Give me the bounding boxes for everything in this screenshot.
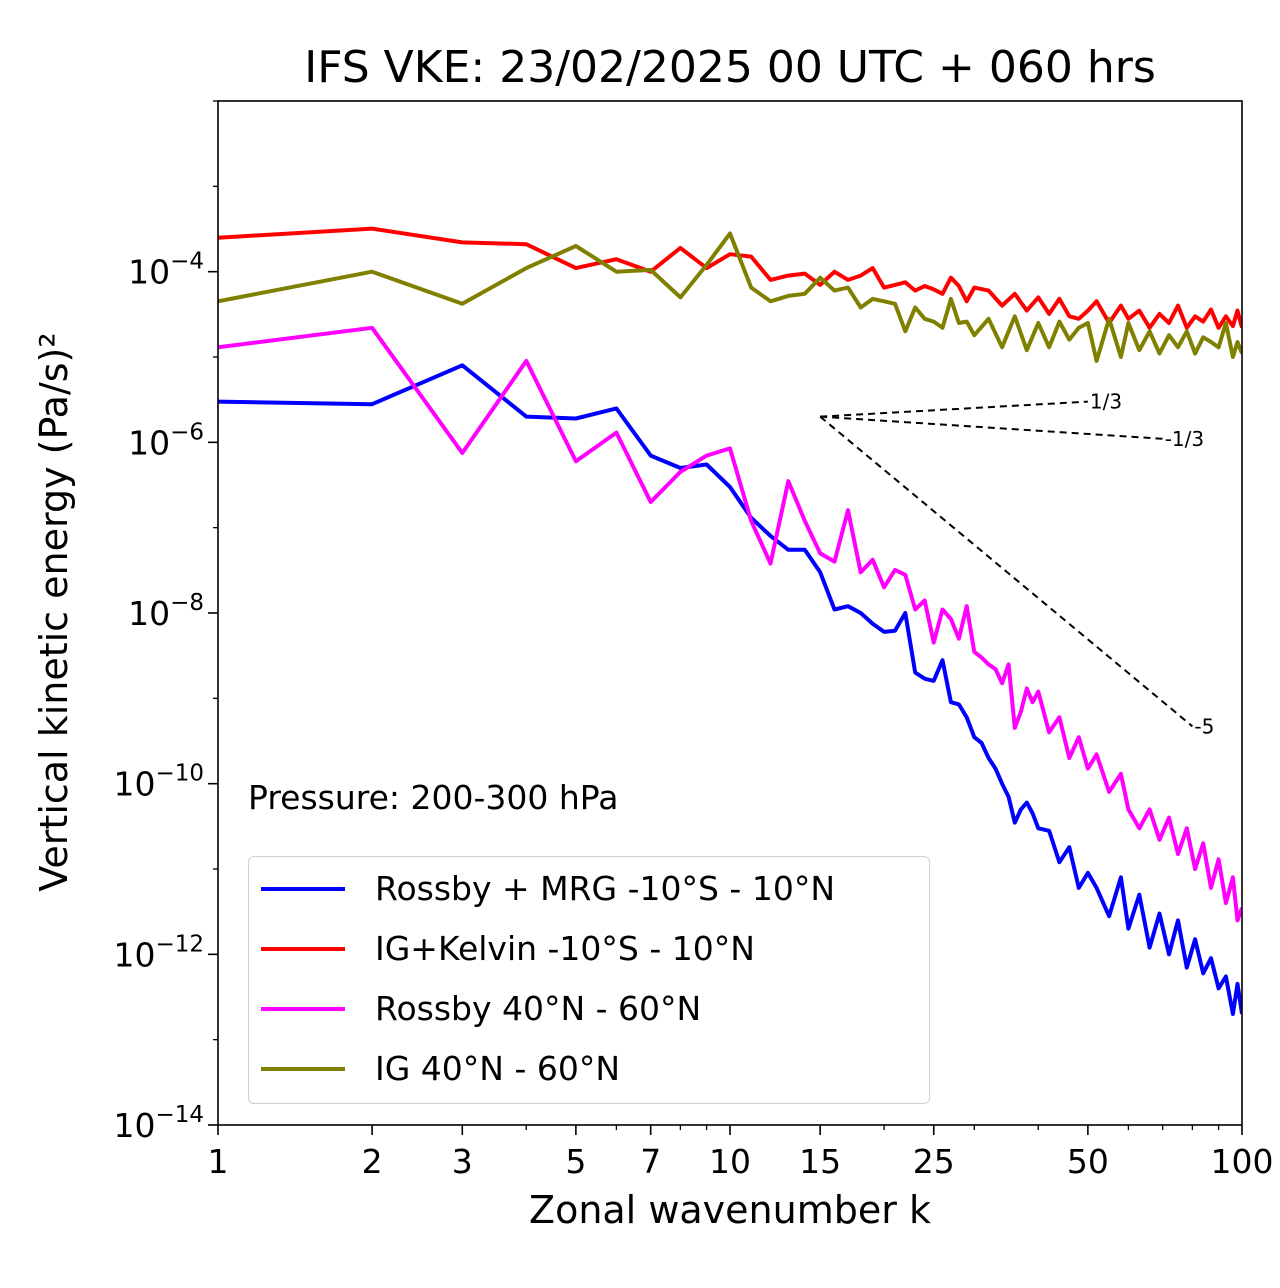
x-tick-label: 10 bbox=[709, 1142, 751, 1181]
x-tick-label: 25 bbox=[913, 1142, 955, 1181]
reference-line-label-3: -5 bbox=[1194, 714, 1214, 738]
y-tick-label: 10−12 bbox=[113, 931, 204, 974]
x-tick-label: 15 bbox=[799, 1142, 841, 1181]
x-tick-label: 1 bbox=[208, 1142, 229, 1181]
legend-swatch bbox=[261, 1067, 345, 1071]
legend: Rossby + MRG -10°S - 10°N IG+Kelvin -10°S… bbox=[248, 856, 930, 1104]
reference-lines: 1/3 -1/3 -5 bbox=[819, 390, 1214, 738]
y-tick-label: 10−8 bbox=[128, 590, 204, 633]
reference-line-2 bbox=[820, 415, 1163, 440]
legend-item: Rossby 40°N - 60°N bbox=[249, 985, 929, 1033]
y-tick-label: 10−14 bbox=[113, 1102, 204, 1145]
x-axis-label: Zonal wavenumber k bbox=[529, 1188, 931, 1232]
reference-line-3 bbox=[819, 415, 1194, 728]
x-tick-label: 100 bbox=[1211, 1142, 1274, 1181]
legend-label: Rossby + MRG -10°S - 10°N bbox=[375, 869, 836, 908]
x-tick-label: 2 bbox=[362, 1142, 383, 1181]
reference-line-label-2: -1/3 bbox=[1165, 427, 1204, 451]
x-tick-label: 5 bbox=[565, 1142, 586, 1181]
legend-swatch bbox=[261, 1007, 345, 1011]
legend-label: IG 40°N - 60°N bbox=[375, 1049, 621, 1088]
pressure-annotation: Pressure: 200-300 hPa bbox=[248, 778, 619, 817]
reference-line-1 bbox=[820, 400, 1088, 418]
series-line-3 bbox=[218, 325, 1242, 923]
x-tick-label: 3 bbox=[452, 1142, 473, 1181]
y-axis-ticks: 10−14 10−12 10−10 10−8 10−6 10−4 bbox=[113, 100, 218, 1145]
y-tick-label: 10−6 bbox=[128, 419, 204, 462]
series-line-1 bbox=[218, 363, 1242, 1016]
x-axis-ticks: 1 2 3 5 7 10 15 25 50 100 bbox=[208, 1125, 1274, 1181]
reference-line-label-1: 1/3 bbox=[1090, 390, 1122, 414]
legend-item: IG+Kelvin -10°S - 10°N bbox=[249, 925, 929, 973]
series-layer bbox=[218, 226, 1242, 1016]
legend-swatch bbox=[261, 947, 345, 951]
y-tick-label: 10−4 bbox=[128, 249, 204, 292]
y-axis-label: Vertical kinetic energy (Pa/s)² bbox=[32, 332, 76, 892]
x-tick-label: 50 bbox=[1067, 1142, 1109, 1181]
y-tick-label: 10−10 bbox=[113, 761, 204, 804]
legend-item: IG 40°N - 60°N bbox=[249, 1045, 929, 1093]
legend-swatch bbox=[261, 887, 345, 891]
series-line-2 bbox=[218, 226, 1242, 330]
legend-item: Rossby + MRG -10°S - 10°N bbox=[249, 865, 929, 913]
chart-title: IFS VKE: 23/02/2025 00 UTC + 060 hrs bbox=[304, 42, 1156, 93]
legend-label: IG+Kelvin -10°S - 10°N bbox=[375, 929, 755, 968]
legend-label: Rossby 40°N - 60°N bbox=[375, 989, 702, 1028]
series-line-4 bbox=[218, 231, 1242, 363]
x-tick-label: 7 bbox=[640, 1142, 661, 1181]
